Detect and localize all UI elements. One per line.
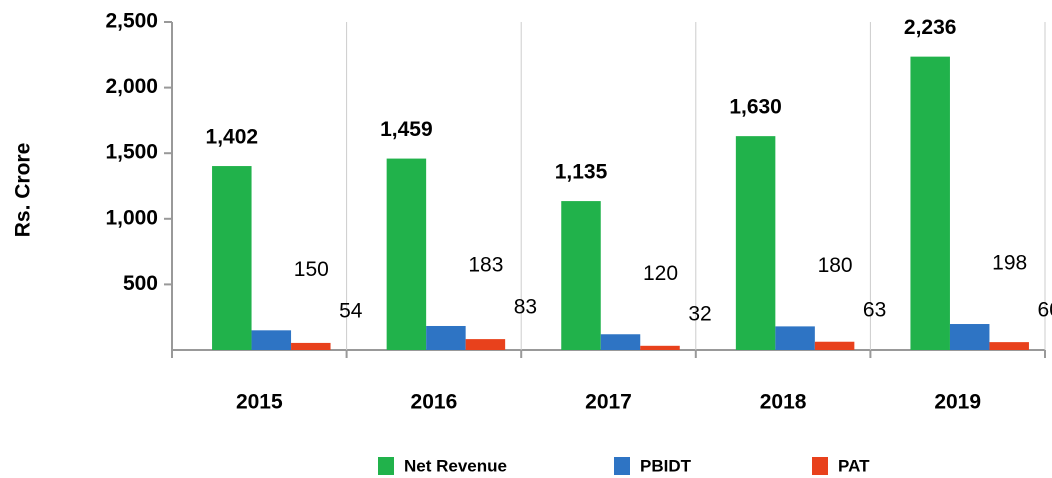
data-label: 60	[1038, 299, 1052, 322]
legend-swatch	[378, 457, 394, 475]
data-label: 198	[992, 252, 1027, 275]
bar	[212, 166, 252, 350]
legend-swatch	[812, 457, 828, 475]
x-tick-label: 2018	[760, 391, 807, 414]
x-tick-label: 2017	[585, 391, 632, 414]
bar	[251, 330, 292, 350]
data-label: 1,402	[206, 126, 259, 149]
bar	[775, 326, 815, 350]
y-tick-label: 1,000	[105, 206, 158, 229]
data-label: 63	[863, 298, 886, 321]
data-label: 150	[294, 258, 329, 281]
x-tick-label: 2016	[411, 391, 458, 414]
bar	[291, 342, 331, 350]
bar	[989, 342, 1029, 350]
bar	[386, 158, 427, 350]
data-label: 183	[468, 254, 503, 277]
legend-label: PBIDT	[640, 456, 692, 475]
legend-label: PAT	[838, 456, 870, 475]
bar	[600, 334, 641, 350]
legend-label: Net Revenue	[404, 456, 507, 475]
y-tick-label: 500	[123, 272, 158, 295]
bar	[814, 341, 855, 350]
bar	[426, 325, 466, 350]
data-label: 180	[818, 254, 853, 277]
data-label: 120	[643, 262, 678, 285]
data-label: 54	[339, 299, 363, 322]
bar	[910, 56, 950, 350]
bar	[949, 324, 990, 350]
data-label: 83	[514, 296, 537, 319]
bar	[735, 136, 776, 350]
bar	[640, 345, 680, 350]
data-label: 1,135	[555, 161, 608, 184]
y-axis-label: Rs. Crore	[12, 143, 35, 238]
y-tick-label: 2,500	[105, 10, 158, 33]
data-label: 1,630	[729, 96, 782, 119]
y-tick-label: 1,500	[105, 141, 158, 164]
bar	[561, 201, 601, 350]
bar	[465, 339, 506, 350]
legend-swatch	[614, 457, 630, 475]
data-label: 1,459	[380, 118, 433, 141]
x-tick-label: 2015	[236, 391, 283, 414]
data-label: 32	[688, 302, 711, 325]
x-tick-label: 2019	[934, 391, 981, 414]
y-tick-label: 2,000	[105, 75, 158, 98]
data-label: 2,236	[904, 16, 957, 39]
